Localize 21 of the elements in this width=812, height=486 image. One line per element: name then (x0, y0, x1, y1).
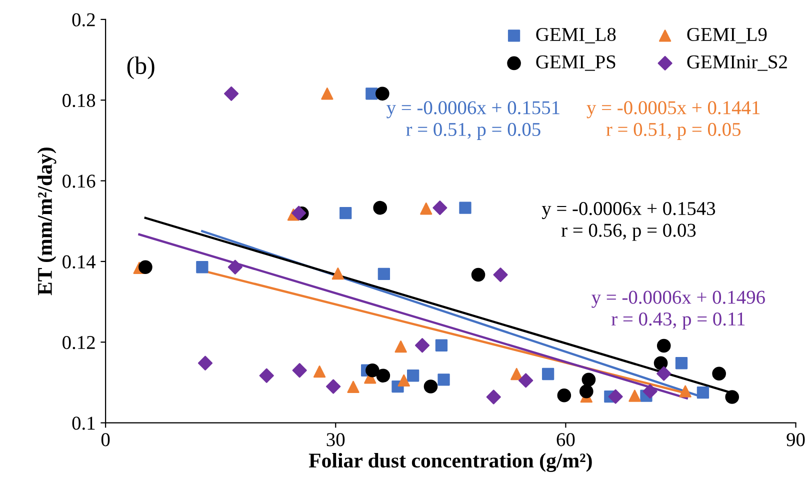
y-tick-label: 0.1 (72, 416, 95, 430)
x-axis-title: Foliar dust concentration (g/m²) (308, 452, 592, 472)
legend-label: GEMI_L8 (536, 28, 616, 44)
annotation: y = -0.0005x + 0.1441 r = 0.51, p = 0.05 (586, 101, 760, 140)
x-tick-label: 0 (101, 433, 110, 446)
annotation: y = -0.0006x + 0.1551 r = 0.51, p = 0.05 (386, 101, 560, 140)
y-axis-title: ET (mm/m²/day) (37, 148, 56, 296)
y-tick-label: 0.12 (62, 336, 95, 350)
y-tick-label: 0.16 (62, 174, 96, 188)
x-tick-label: 90 (786, 433, 805, 446)
y-tick-label: 0.14 (62, 255, 96, 268)
annotation: y = -0.0006x + 0.1543 r = 0.56, p = 0.03 (542, 202, 716, 241)
legend-label: GEMInir_S2 (687, 55, 787, 71)
x-tick-label: 60 (556, 433, 575, 446)
legend-label: GEMI_PS (536, 55, 616, 71)
y-tick-label: 0.18 (62, 94, 96, 108)
y-tick-label: 0.2 (72, 13, 95, 26)
annotation: (b) (127, 56, 154, 80)
annotation: y = -0.0006x + 0.1496 r = 0.43, p = 0.11 (592, 290, 765, 330)
legend-label: GEMI_L9 (687, 28, 767, 44)
x-tick-label: 30 (326, 433, 345, 446)
